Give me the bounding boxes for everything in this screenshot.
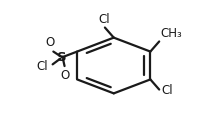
- Text: Cl: Cl: [98, 13, 110, 26]
- Text: Cl: Cl: [161, 84, 173, 97]
- Text: O: O: [46, 36, 55, 49]
- Text: O: O: [60, 69, 69, 82]
- Text: S: S: [57, 51, 67, 64]
- Text: CH₃: CH₃: [160, 27, 182, 40]
- Text: Cl: Cl: [36, 60, 48, 73]
